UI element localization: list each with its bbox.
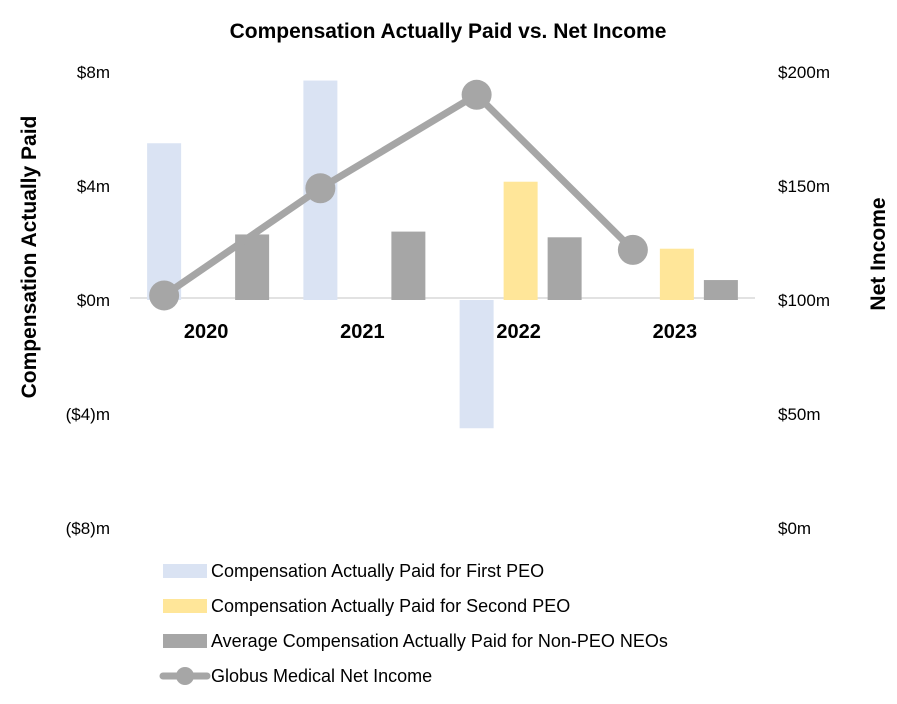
category-label: 2022 [496,321,541,343]
y-axis-title: Compensation Actually Paid [18,116,41,399]
y-tick-label: ($4)m [66,405,110,424]
net-income-line-path [160,91,637,299]
net-income-point-2022 [461,79,492,110]
bar-average-compensation-actually-paid-for-non-peo-neos-2021 [391,231,426,300]
y-tick-label: ($8)m [66,519,110,538]
legend-swatch [163,564,207,578]
y2-tick-label: $0m [778,519,811,538]
net-income-line [149,79,648,311]
legend-swatch [163,634,207,648]
category-label: 2020 [184,321,229,343]
legend-label: Average Compensation Actually Paid for N… [211,631,668,651]
net-income-point-2020 [149,280,180,311]
category-label: 2021 [340,321,385,343]
legend-marker [176,667,194,685]
bar-compensation-actually-paid-for-second-peo-2022 [503,181,538,300]
legend-label: Compensation Actually Paid for Second PE… [211,596,570,616]
y2-tick-label: $50m [778,405,821,424]
y2-tick-label: $150m [778,177,830,196]
category-label: 2023 [653,321,698,343]
legend: Compensation Actually Paid for First PEO… [159,561,668,686]
bar-compensation-actually-paid-for-first-peo-2022 [459,300,494,429]
y2-tick-label: $200m [778,63,830,82]
category-labels: 2020 2021 2022 2023 [184,321,697,343]
legend-label: Compensation Actually Paid for First PEO [211,561,544,581]
net-income-point-2023 [617,234,648,265]
y2-axis-ticks: $200m $150m $100m $50m $0m [778,63,830,538]
legend-swatch [163,599,207,613]
y-tick-label: $0m [77,291,110,310]
y-tick-label: $8m [77,63,110,82]
net-income-point-2021 [305,173,336,204]
bar-compensation-actually-paid-for-first-peo-2020 [147,143,182,300]
chart-title: Compensation Actually Paid vs. Net Incom… [230,20,667,43]
bar-average-compensation-actually-paid-for-non-peo-neos-2023 [703,280,738,300]
legend-label: Globus Medical Net Income [211,666,432,686]
y-tick-label: $4m [77,177,110,196]
bar-average-compensation-actually-paid-for-non-peo-neos-2022 [547,237,582,300]
y-axis-ticks: $8m $4m $0m ($4)m ($8)m [66,63,110,538]
bar-compensation-actually-paid-for-second-peo-2023 [659,248,694,300]
y2-tick-label: $100m [778,291,830,310]
y2-axis-title: Net Income [867,197,890,310]
bars [147,80,738,429]
